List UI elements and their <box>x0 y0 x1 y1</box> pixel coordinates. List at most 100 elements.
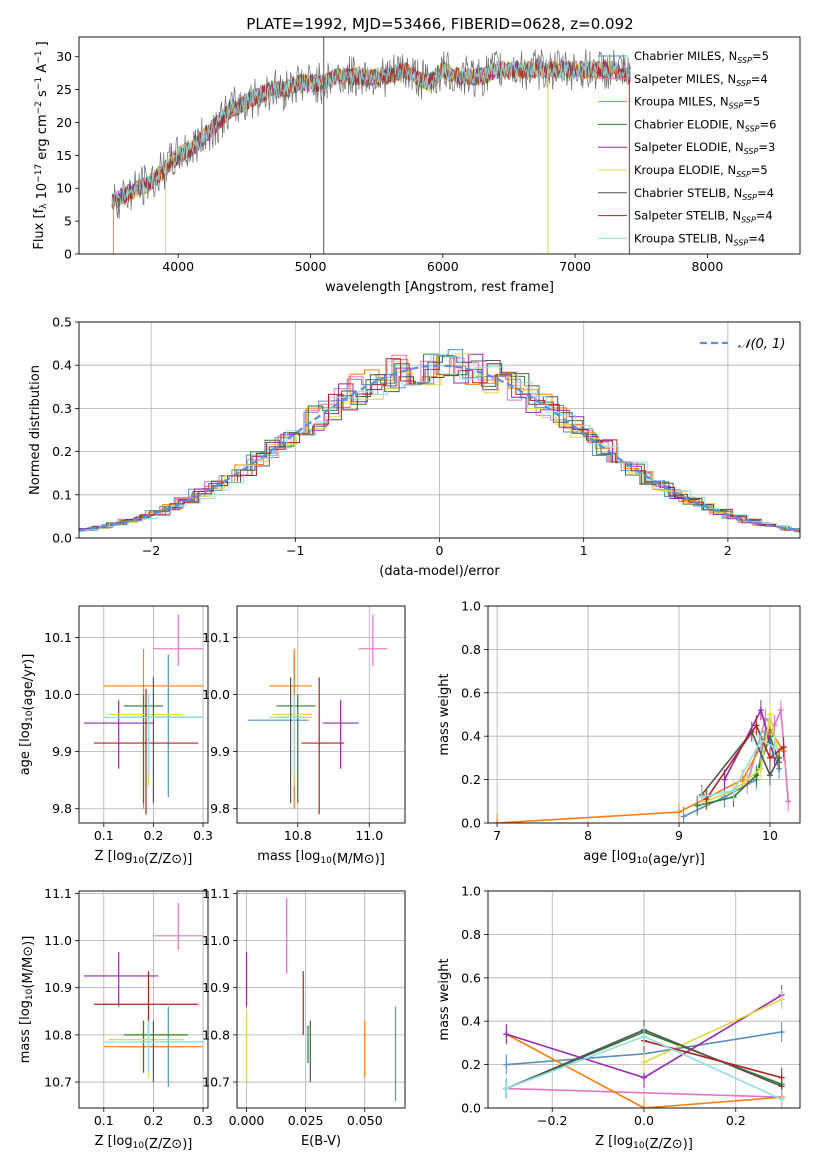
legend-label: Salpeter ELODIE, NSSP=3 <box>634 140 775 156</box>
weight-line <box>701 739 775 798</box>
axes-frame <box>487 890 801 1109</box>
x-tick-label: 0.3 <box>193 828 213 843</box>
x-axis-label: Z [log10(Z/Z⊙)] <box>95 849 193 867</box>
legend: Chabrier MILES, NSSP=5 Salpeter MILES, NS… <box>598 49 776 247</box>
y-tick-label: 10.7 <box>202 1075 230 1090</box>
y-tick-label: 10.8 <box>202 1027 230 1042</box>
weight-line <box>506 1033 782 1108</box>
x-tick-label: 2 <box>724 543 732 558</box>
x-tick-label: 0.1 <box>94 1113 114 1128</box>
plot-area <box>247 614 388 815</box>
y-tick-label: 0.6 <box>461 970 481 985</box>
y-tick-label: 0.5 <box>52 315 72 330</box>
x-tick-label: −2 <box>142 543 160 558</box>
legend-label: Chabrier STELIB, NSSP=4 <box>634 186 774 202</box>
legend: 𝒩(0, 1) <box>700 337 785 352</box>
y-tick-label: 0.2 <box>461 772 481 787</box>
plot-area <box>83 902 204 1087</box>
y-tick-label: 0.0 <box>52 531 72 546</box>
x-tick-label: 0.2 <box>726 1113 746 1128</box>
y-tick-label: 10.8 <box>44 1027 72 1042</box>
axes-frame <box>487 605 801 824</box>
panel-age_vs_Z: 0.1 0.2 0.3 9.8 9.9 10.0 10.1 Z [log10(Z/Z⊙)] ag… <box>18 605 213 867</box>
y-tick-label: 20 <box>56 115 72 130</box>
panel-age_vs_mass: 10.8 11.0 9.8 9.9 10.0 10.1 mass [log10(M/M⊙)] <box>202 605 406 867</box>
legend-label: 𝒩(0, 1) <box>738 337 785 352</box>
axes-frame <box>78 605 209 824</box>
figure-title: PLATE=1992, MJD=53466, FIBERID=0628, z=0… <box>246 15 633 33</box>
y-tick-label: 10.1 <box>44 630 72 645</box>
x-axis-label: (data-model)/error <box>379 564 500 579</box>
legend-label: Kroupa MILES, NSSP=5 <box>634 95 760 111</box>
x-tick-label: 9 <box>675 828 683 843</box>
y-axis-label: age [log10(age/yr)] <box>18 654 36 776</box>
y-tick-label: 0.8 <box>461 927 481 942</box>
x-tick-label: 0.000 <box>229 1113 265 1128</box>
y-tick-label: 15 <box>56 148 72 163</box>
y-tick-label: 0.4 <box>461 1014 481 1029</box>
panel-mass_vs_EBV: 0.000 0.025 0.050 10.7 10.8 10.9 11.0 11.1 E(B-V… <box>202 886 406 1149</box>
panel-weight_vs_Z: −0.2 0.0 0.2 0.0 0.2 0.4 0.6 0.8 1.0 Z [log10(Z/Z… <box>437 884 801 1152</box>
plot-area <box>79 349 800 533</box>
y-axis-label: mass weight <box>437 673 452 755</box>
axes-frame <box>78 36 801 255</box>
y-tick-label: 11.0 <box>202 933 230 948</box>
legend-label: Chabrier MILES, NSSP=5 <box>634 49 769 65</box>
y-tick-label: 10.0 <box>44 687 72 702</box>
grid <box>488 605 800 824</box>
y-tick-label: 10.9 <box>202 980 230 995</box>
x-axis-label: Z [log10(Z/Z⊙)] <box>595 1134 693 1152</box>
x-tick-label: 0.050 <box>347 1113 383 1128</box>
legend-label: Kroupa STELIB, NSSP=4 <box>634 231 765 247</box>
weight-line <box>701 730 780 796</box>
x-tick-label: 0 <box>436 543 444 558</box>
y-tick-label: 1.0 <box>461 884 481 899</box>
x-tick-label: 0.2 <box>143 828 163 843</box>
y-tick-label: 9.9 <box>210 744 230 759</box>
legend-label: Salpeter MILES, NSSP=4 <box>634 72 768 88</box>
y-tick-label: 5 <box>64 214 72 229</box>
residual-histogram <box>79 353 800 532</box>
y-tick-label: 0.3 <box>52 401 72 416</box>
x-axis-label: age [log10(age/yr)] <box>583 849 705 867</box>
x-tick-label: 0.025 <box>288 1113 324 1128</box>
panel-weight_vs_age: 7 8 9 10 0.0 0.2 0.4 0.6 0.8 1.0 age [log10(age/yr… <box>437 599 801 867</box>
residual-histogram <box>79 354 800 532</box>
x-tick-label: 10 <box>762 828 778 843</box>
weight-line <box>643 998 782 1064</box>
x-tick-label: 11.0 <box>355 828 383 843</box>
y-tick-label: 11.1 <box>44 886 72 901</box>
x-axis-label: mass [log10(M/M⊙)] <box>257 849 385 867</box>
x-axis-label: Z [log10(Z/Z⊙)] <box>95 1134 193 1152</box>
y-axis-label: mass weight <box>437 958 452 1040</box>
x-tick-label: 0.2 <box>143 1113 163 1128</box>
grid <box>237 606 405 823</box>
axes-frame <box>78 321 801 539</box>
y-tick-label: 1.0 <box>461 599 481 614</box>
x-tick-label: 6000 <box>427 259 459 274</box>
axes-frame <box>236 890 406 1109</box>
y-tick-label: 10.0 <box>202 687 230 702</box>
y-tick-label: 0 <box>64 247 72 262</box>
y-tick-label: 0.2 <box>52 444 72 459</box>
axes-frame <box>78 890 209 1109</box>
plot-area <box>503 985 785 1108</box>
plot-area <box>494 700 792 823</box>
x-tick-label: 10.8 <box>284 828 312 843</box>
x-tick-label: 0.1 <box>94 828 114 843</box>
x-tick-label: −1 <box>286 543 304 558</box>
panel-residuals: −2 −1 0 1 2 0.0 0.1 0.2 0.3 0.4 0.5 (data-model)/er… <box>28 315 801 579</box>
y-tick-label: 10 <box>56 181 72 196</box>
x-tick-label: 8 <box>584 828 592 843</box>
y-tick-label: 0.4 <box>461 729 481 744</box>
x-tick-label: 0.3 <box>193 1113 213 1128</box>
y-tick-label: 0.0 <box>461 1101 481 1116</box>
y-tick-label: 10.7 <box>44 1075 72 1090</box>
y-tick-label: 25 <box>56 82 72 97</box>
residual-histogram <box>79 353 800 533</box>
legend-label: Salpeter STELIB, NSSP=4 <box>634 209 773 225</box>
y-tick-label: 0.6 <box>461 685 481 700</box>
y-tick-label: 9.8 <box>210 801 230 816</box>
plot-area <box>111 37 631 254</box>
